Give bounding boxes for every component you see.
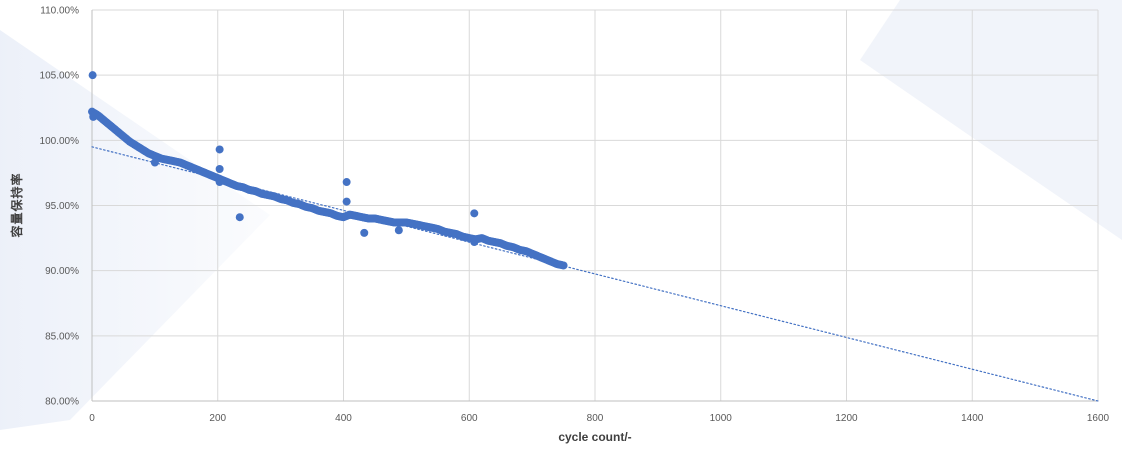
data-point-outlier	[342, 178, 351, 187]
y-tick-label: 100.00%	[40, 136, 80, 147]
y-tick-label: 80.00%	[45, 397, 79, 408]
x-tick-label: 400	[335, 413, 352, 424]
x-tick-label: 1200	[835, 413, 858, 424]
y-axis-title-char: 容	[9, 225, 24, 238]
data-points	[88, 71, 568, 270]
y-axis-title-char: 持	[9, 186, 24, 198]
data-point	[559, 261, 568, 270]
y-axis-title-char: 量	[10, 212, 24, 224]
x-tick-label: 600	[461, 413, 478, 424]
tick-labels: 0 200 400 600 800 1000 1200 1400 1600 80.00% 85.00…	[40, 6, 1110, 425]
y-tick-label: 105.00%	[40, 71, 80, 82]
data-point-outlier	[360, 228, 369, 237]
x-tick-label: 1400	[961, 413, 984, 424]
data-point-outlier	[342, 197, 351, 206]
background-shape-left	[0, 30, 270, 430]
data-point-outlier	[470, 209, 479, 218]
y-axis-title-char: 保	[9, 199, 24, 213]
x-axis-title: cycle count/-	[558, 430, 631, 444]
y-tick-label: 90.00%	[45, 266, 79, 277]
data-point-outlier	[394, 226, 403, 235]
data-point-outlier	[88, 71, 97, 80]
x-tick-label: 800	[587, 413, 604, 424]
x-tick-label: 0	[89, 413, 95, 424]
data-point-outlier	[215, 178, 224, 187]
data-point-outlier	[235, 213, 244, 222]
x-tick-label: 1000	[710, 413, 733, 424]
background-decoration	[0, 0, 1122, 430]
data-point-outlier	[215, 165, 224, 174]
y-tick-label: 95.00%	[45, 201, 79, 212]
background-shape-right	[860, 0, 1122, 240]
data-point-outlier	[89, 112, 98, 121]
y-axis-title-char: 率	[9, 173, 24, 185]
y-tick-label: 85.00%	[45, 331, 79, 342]
x-tick-label: 1600	[1087, 413, 1110, 424]
x-tick-label: 200	[209, 413, 226, 424]
data-point-outlier	[215, 145, 224, 154]
data-point-outlier	[150, 158, 159, 167]
y-tick-label: 110.00%	[40, 6, 79, 17]
data-point-outlier	[470, 237, 479, 246]
